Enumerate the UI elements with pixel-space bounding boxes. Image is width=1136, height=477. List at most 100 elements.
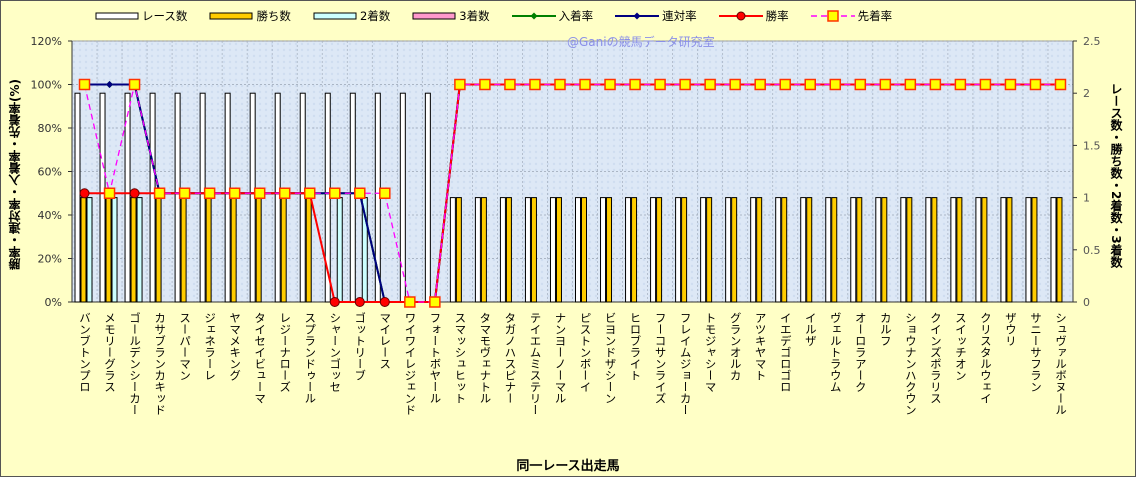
- bar-勝ち数: [756, 197, 763, 303]
- x-tick-label: レジーナローズ: [278, 312, 293, 393]
- marker-先着率: [278, 187, 291, 199]
- bar-勝ち数: [530, 197, 537, 303]
- legend-swatch-icon: [95, 12, 139, 20]
- line-先着率: [83, 83, 1061, 303]
- bar-レース数: [424, 92, 431, 303]
- x-tick-label: タマモヴェナトル: [478, 312, 493, 404]
- marker-先着率: [479, 78, 491, 91]
- bar-勝ち数: [931, 197, 938, 303]
- marker-勝率: [379, 297, 390, 307]
- watermark: @Ganiの競馬データ研究室: [567, 35, 715, 49]
- bar-勝ち数: [856, 197, 863, 303]
- bar-レース数: [499, 197, 506, 303]
- y-right-tick-label: 1: [1083, 192, 1090, 205]
- bar-勝ち数: [505, 197, 512, 303]
- marker-先着率: [554, 78, 566, 91]
- x-tick-label: オーロラアーク: [853, 312, 868, 393]
- x-tick-label: イルザ: [803, 312, 818, 347]
- legend-label: 連対率: [662, 9, 697, 23]
- bar-勝ち数: [280, 197, 287, 303]
- marker-勝率: [329, 297, 340, 307]
- marker-先着率: [779, 78, 791, 91]
- marker-先着率: [329, 187, 341, 199]
- marker-先着率: [579, 78, 591, 91]
- marker-先着率: [929, 78, 942, 91]
- legend-label: 勝ち数: [256, 9, 291, 23]
- x-tick-label: シャーンゴッセ: [328, 312, 343, 393]
- x-tick-label: メモリーグラス: [103, 312, 118, 393]
- x-tick-label: ナンヨーノーマル: [553, 312, 568, 404]
- x-tick-label: カルフ: [878, 312, 893, 347]
- marker-先着率: [303, 187, 316, 199]
- x-tick-label: ピストンボーイ: [578, 312, 593, 393]
- y-left-tick-label: 100%: [31, 79, 62, 92]
- legend-label: 入着率: [558, 9, 594, 23]
- bar-勝ち数: [606, 197, 613, 303]
- legend-item: レース数: [95, 8, 187, 24]
- bar-勝ち数: [305, 197, 312, 303]
- x-tick-label: フーコサンライズ: [653, 312, 668, 404]
- marker-勝率: [129, 188, 140, 199]
- bar-2着数: [136, 197, 143, 303]
- bar-レース数: [1025, 197, 1032, 303]
- legend-item: 入着率: [511, 8, 594, 24]
- y-right-tick-label: 1.5: [1083, 139, 1101, 152]
- y-left-tick-label: 80%: [38, 122, 62, 135]
- x-tick-label: トモジャシーマ: [703, 312, 718, 393]
- legend-line-icon: [810, 10, 855, 22]
- x-tick-label: ヤマメキング: [228, 312, 243, 381]
- marker-先着率: [529, 78, 541, 91]
- y-left-tick-label: 0%: [45, 296, 62, 309]
- bar-2着数: [336, 197, 343, 303]
- bar-レース数: [700, 197, 707, 303]
- x-tick-label: サニーサフラン: [1028, 312, 1043, 393]
- legend-label: 勝率: [765, 9, 789, 23]
- marker-先着率: [203, 187, 216, 199]
- marker-先着率: [904, 78, 917, 91]
- legend-item: 連対率: [615, 8, 697, 24]
- x-tick-label: ヒロブライト: [628, 312, 643, 381]
- x-tick-label: ザウリ: [1003, 312, 1018, 347]
- x-tick-label: ビヨンドザシーン: [603, 312, 618, 404]
- x-tick-label: クインズポラリス: [928, 312, 943, 404]
- legend-label: 先着率: [857, 9, 893, 23]
- bar-レース数: [575, 197, 581, 303]
- x-tick-label: タイセイビューマ: [253, 312, 268, 404]
- marker-先着率: [1004, 78, 1017, 91]
- bar-レース数: [524, 197, 531, 303]
- x-tick-label: バンブトンプロ: [78, 312, 92, 393]
- legend-label: 2着数: [359, 9, 391, 23]
- marker-先着率: [404, 296, 416, 308]
- bar-勝ち数: [806, 197, 813, 303]
- bar-レース数: [975, 197, 982, 303]
- x-tick-label: イエデゴロゴロ: [778, 312, 793, 393]
- bar-勝ち数: [455, 197, 462, 303]
- bar-勝ち数: [255, 197, 262, 303]
- x-tick-label: スプランドゥール: [303, 312, 318, 404]
- marker-先着率: [153, 187, 166, 199]
- bar-レース数: [474, 197, 481, 303]
- bar-勝ち数: [1006, 197, 1013, 303]
- marker-先着率: [454, 78, 466, 91]
- x-tick-label: タガノハスピナー: [503, 312, 518, 404]
- marker-先着率: [654, 78, 666, 91]
- bar-レース数: [925, 197, 932, 303]
- x-tick-label: ショウナンハクウン: [903, 312, 918, 416]
- bar-レース数: [875, 197, 882, 303]
- bar-勝ち数: [706, 197, 713, 303]
- bar-レース数: [124, 92, 131, 303]
- x-tick-label: ジェネラーレ: [203, 312, 218, 381]
- y-right-tick-label: 0: [1083, 296, 1090, 309]
- bar-勝ち数: [881, 197, 888, 303]
- bar-勝ち数: [1056, 197, 1063, 303]
- y-axis-left-title: 勝率・連対率・入着率・先着率(%): [8, 79, 22, 271]
- marker-先着率: [954, 78, 967, 91]
- x-tick-label: スイッチオン: [953, 312, 968, 381]
- marker-先着率: [128, 78, 141, 91]
- bar-勝ち数: [981, 197, 988, 303]
- legend-item: 先着率: [810, 8, 893, 24]
- legend: レース数 勝ち数 2着数 3着数 入着率 連対率 勝率 先着率: [95, 8, 914, 24]
- bar-勝ち数: [230, 197, 237, 303]
- bar-レース数: [74, 92, 81, 303]
